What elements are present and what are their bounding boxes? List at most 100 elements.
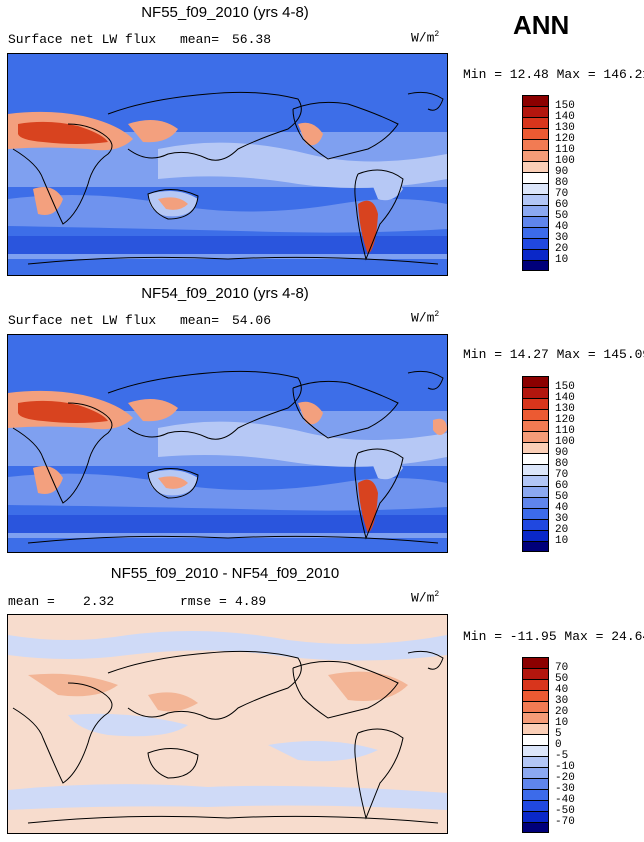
colorbar-cell — [522, 128, 549, 139]
panel-2-title: NF54_f09_2010 (yrs 4-8) — [141, 285, 309, 302]
colorbar-tick-label: 130 — [555, 122, 575, 134]
colorbar-cell — [522, 420, 549, 431]
colorbar-cell — [522, 376, 549, 387]
panel-2-stat-value: 54.06 — [232, 313, 272, 328]
colorbar-cell — [522, 409, 549, 420]
colorbar-cell — [522, 778, 549, 789]
colorbar-tick-label: 10 — [555, 535, 569, 547]
colorbar-tick-label: 100 — [555, 436, 575, 448]
colorbar-cell — [522, 690, 549, 701]
colorbar-cell — [522, 657, 549, 668]
colorbar-cell — [522, 668, 549, 679]
colorbar-tick-label: 80 — [555, 458, 569, 470]
colorbar-tick-label: 40 — [555, 502, 569, 514]
panel-2-units: W/m2 — [411, 310, 440, 326]
colorbar-tick-label: 5 — [555, 728, 562, 740]
panel-3-mean-label: mean = — [8, 594, 55, 609]
colorbar-tick-label: 110 — [555, 425, 575, 437]
colorbar-tick-label: -70 — [555, 816, 575, 828]
colorbar-cell — [522, 453, 549, 464]
colorbar-cell — [522, 508, 549, 519]
colorbar-tick-label: -40 — [555, 794, 575, 806]
colorbar-tick-label: 40 — [555, 684, 569, 696]
colorbar-tick-label: 120 — [555, 133, 575, 145]
colorbar-cell — [522, 679, 549, 690]
colorbar-cell — [522, 497, 549, 508]
colorbar-frame — [522, 657, 549, 833]
colorbar-tick-label: 10 — [555, 254, 569, 266]
colorbar-cell — [522, 734, 549, 745]
colorbar-cell — [522, 464, 549, 475]
colorbar-cell — [522, 767, 549, 778]
panel-3-minmax: Min = -11.95 Max = 24.64 — [463, 629, 644, 644]
colorbar-cell — [522, 745, 549, 756]
panel-3-stat-value: 4.89 — [235, 594, 267, 609]
colorbar-tick-label: 0 — [555, 739, 562, 751]
colorbar-cell — [522, 398, 549, 409]
panel-3-stat-label: rmse = — [180, 594, 227, 609]
colorbar-tick-label: 30 — [555, 232, 569, 244]
colorbar-tick-label: -20 — [555, 772, 575, 784]
colorbar-tick-label: 70 — [555, 469, 569, 481]
colorbar-cell — [522, 194, 549, 205]
colorbar-cell — [522, 712, 549, 723]
panel-1-title: NF55_f09_2010 (yrs 4-8) — [141, 4, 309, 21]
colorbar-tick-label: 90 — [555, 166, 569, 178]
colorbar-cell — [522, 249, 549, 260]
panel-1-units: W/m2 — [411, 30, 440, 46]
colorbar-tick-label: 60 — [555, 480, 569, 492]
colorbar-cell — [522, 205, 549, 216]
colorbar-tick-label: 70 — [555, 188, 569, 200]
colorbar-cell — [522, 530, 549, 541]
colorbar-cell — [522, 117, 549, 128]
colorbar-cell — [522, 172, 549, 183]
colorbar-tick-label: -5 — [555, 750, 569, 762]
colorbar-cell — [522, 238, 549, 249]
colorbar-tick-label: 150 — [555, 100, 575, 112]
colorbar-cell — [522, 789, 549, 800]
panel-3-colorbar: 70 50 40 30 20 10 5 0 -5 -10 -20 -30 -40 -50 -70 — [522, 657, 612, 834]
panel-1-minmax: Min = 12.48 Max = 146.21 — [463, 67, 644, 82]
colorbar-tick-label: 110 — [555, 144, 575, 156]
colorbar-cell — [522, 442, 549, 453]
panel-1-stat-label: mean= — [180, 32, 220, 47]
colorbar-cell — [522, 822, 549, 833]
colorbar-cell — [522, 216, 549, 227]
colorbar-cell — [522, 95, 549, 106]
colorbar-cell — [522, 541, 549, 552]
panel-1-stat-value: 56.38 — [232, 32, 272, 47]
panel-3-mean-value: 2.32 — [83, 594, 115, 609]
season-label: ANN — [513, 10, 570, 40]
colorbar-frame — [522, 95, 549, 271]
colorbar-cell — [522, 106, 549, 117]
colorbar-cell — [522, 800, 549, 811]
colorbar-tick-label: 70 — [555, 662, 569, 674]
colorbar-tick-label: 100 — [555, 155, 575, 167]
colorbar-cell — [522, 475, 549, 486]
colorbar-tick-label: -30 — [555, 783, 575, 795]
panel-3-units: W/m2 — [411, 590, 440, 606]
panel-2-map — [7, 334, 448, 553]
colorbar-tick-label: 80 — [555, 177, 569, 189]
colorbar-cell — [522, 150, 549, 161]
colorbar-cell — [522, 519, 549, 530]
colorbar-tick-label: 50 — [555, 491, 569, 503]
colorbar-tick-label: 140 — [555, 392, 575, 404]
colorbar-cell — [522, 723, 549, 734]
colorbar-tick-label: 40 — [555, 221, 569, 233]
colorbar-cell — [522, 486, 549, 497]
colorbar-tick-label: 30 — [555, 513, 569, 525]
panel-2-colorbar: 150 140 130 120 110 100 90 80 70 60 50 40 30 20 10 — [522, 376, 612, 553]
colorbar-tick-label: 60 — [555, 199, 569, 211]
colorbar-tick-label: 120 — [555, 414, 575, 426]
colorbar-cell — [522, 227, 549, 238]
colorbar-tick-label: 90 — [555, 447, 569, 459]
colorbar-tick-label: 130 — [555, 403, 575, 415]
colorbar-cell — [522, 387, 549, 398]
colorbar-tick-label: 20 — [555, 243, 569, 255]
colorbar-cell — [522, 756, 549, 767]
colorbar-tick-label: -10 — [555, 761, 575, 773]
colorbar-tick-label: 20 — [555, 524, 569, 536]
colorbar-tick-label: 30 — [555, 695, 569, 707]
colorbar-tick-label: -50 — [555, 805, 575, 817]
